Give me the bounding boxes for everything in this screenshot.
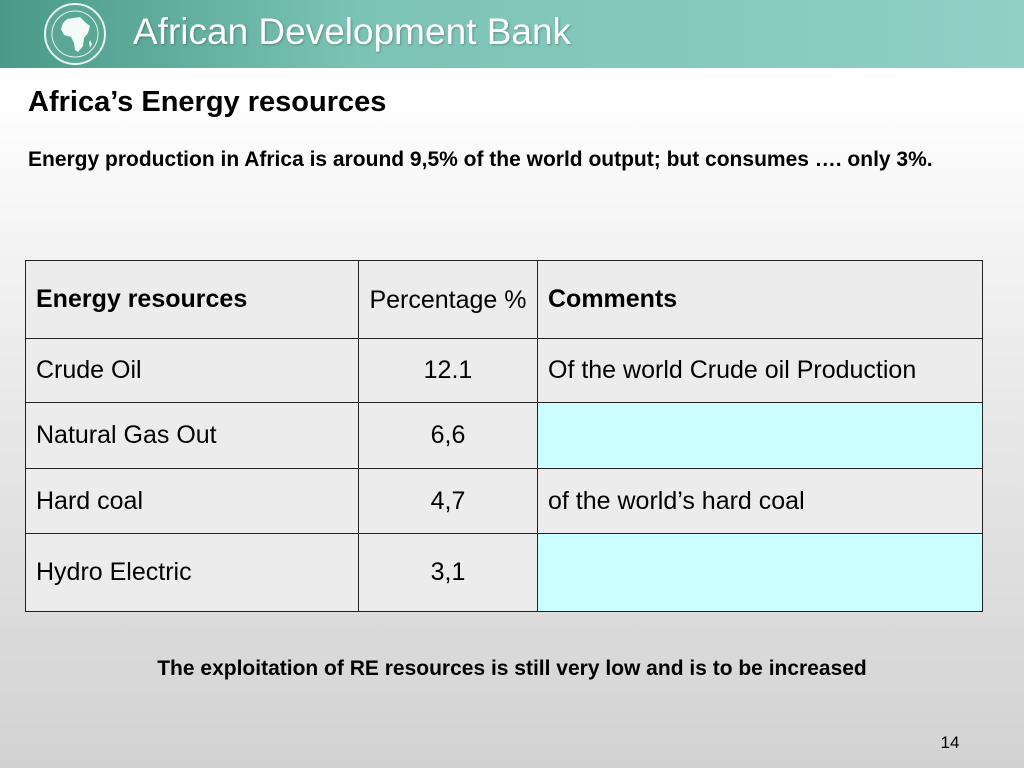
column-header-resource: Energy resources — [25, 260, 359, 339]
percentage-cell: 3,1 — [358, 533, 538, 612]
table-row: Natural Gas Out 6,6 — [25, 402, 983, 469]
energy-resources-table: Energy resources Percentage % Comments C… — [25, 260, 983, 612]
comment-cell: of the world’s hard coal — [537, 468, 983, 534]
resource-cell: Natural Gas Out — [25, 402, 359, 469]
comment-cell — [537, 402, 983, 469]
table-row: Hard coal 4,7 of the world’s hard coal — [25, 468, 983, 534]
page-title: Africa’s Energy resources — [28, 86, 387, 118]
footer-note: The exploitation of RE resources is stil… — [157, 657, 867, 680]
comment-cell — [537, 533, 983, 612]
column-header-percentage: Percentage % — [358, 260, 538, 339]
comment-cell: Of the world Crude oil Production — [537, 338, 983, 403]
table-header-row: Energy resources Percentage % Comments — [25, 260, 983, 339]
bank-name: African Development Bank — [133, 11, 572, 52]
resource-cell: Hard coal — [25, 468, 359, 534]
subtitle: Energy production in Africa is around 9,… — [28, 148, 933, 171]
column-header-comments: Comments — [537, 260, 983, 339]
percentage-cell: 6,6 — [358, 402, 538, 469]
table-row: Hydro Electric 3,1 — [25, 533, 983, 612]
header-bar: African Development Bank — [0, 0, 1024, 68]
page-number: 14 — [940, 733, 960, 752]
resource-cell: Crude Oil — [25, 338, 359, 403]
afdb-africa-map-seal-icon — [44, 3, 106, 65]
table-row: Crude Oil 12.1 Of the world Crude oil Pr… — [25, 338, 983, 403]
percentage-cell: 4,7 — [358, 468, 538, 534]
resource-cell: Hydro Electric — [25, 533, 359, 612]
percentage-cell: 12.1 — [358, 338, 538, 403]
